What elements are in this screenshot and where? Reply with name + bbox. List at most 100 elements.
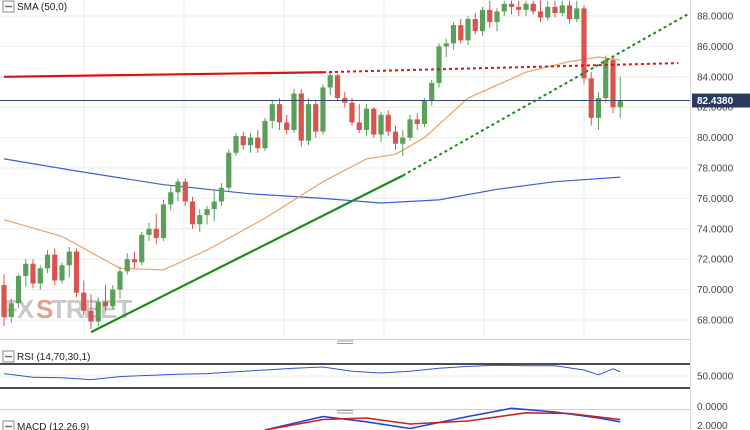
candle-body <box>559 5 565 13</box>
candle-body <box>588 78 594 118</box>
trendline <box>90 174 404 334</box>
candle <box>81 280 87 316</box>
candle-body <box>153 228 159 238</box>
candle <box>276 98 283 130</box>
macd-indicator-label: MACD (12,26,9) <box>17 422 89 430</box>
candle-body <box>110 289 116 307</box>
candle-body <box>81 292 87 311</box>
candle <box>15 274 22 308</box>
candle <box>472 12 478 35</box>
candle <box>479 6 486 36</box>
price-tick-label: 82.0000 <box>697 103 734 114</box>
candle-body <box>436 46 442 83</box>
candle-body <box>603 60 609 99</box>
candle <box>37 265 43 290</box>
rsi-levels <box>0 363 690 389</box>
candle-body <box>595 98 602 118</box>
candle <box>595 92 602 130</box>
candle <box>537 0 544 23</box>
candle-body <box>450 25 457 44</box>
candle-body <box>421 101 428 124</box>
price-tick-label: 80.0000 <box>697 133 734 144</box>
candle <box>371 107 377 138</box>
candle <box>175 178 181 202</box>
candle-body <box>349 102 355 123</box>
candle <box>189 196 196 229</box>
candle <box>414 113 420 130</box>
candle-body <box>501 3 507 12</box>
candle <box>218 183 225 206</box>
candle <box>8 298 14 324</box>
candle-body <box>247 137 254 146</box>
candle <box>168 186 174 211</box>
candle <box>443 38 449 58</box>
candle <box>588 72 594 126</box>
candle-body <box>284 122 290 130</box>
macd-path <box>264 407 621 430</box>
candle-body <box>160 204 167 238</box>
rsi-path <box>3 364 621 381</box>
candle <box>617 76 623 118</box>
macd-tick-label: 0.0000 <box>697 402 728 413</box>
candle-body <box>487 9 493 23</box>
rsi-panel-resize-handle[interactable] <box>0 339 690 344</box>
rsi-tick-label: 50.0000 <box>697 372 734 383</box>
sma-indicator-label: SMA (50,0) <box>17 2 67 13</box>
candle <box>313 101 319 138</box>
candle <box>305 98 312 146</box>
candle-body <box>334 75 341 99</box>
candle <box>349 98 355 126</box>
candle-body <box>131 259 138 263</box>
candle <box>298 88 304 147</box>
candle <box>523 0 529 16</box>
candle-body <box>23 263 29 276</box>
candle-body <box>15 275 22 304</box>
price-tick-label: 86.0000 <box>697 42 734 53</box>
candle-body <box>327 75 333 88</box>
macd-signal-path <box>264 412 621 430</box>
candle <box>131 251 138 269</box>
candle-body <box>298 93 304 141</box>
candle <box>392 125 399 150</box>
candle <box>407 114 413 141</box>
candle <box>400 130 406 156</box>
candle-body <box>262 120 268 149</box>
candle <box>284 114 290 135</box>
candle <box>117 266 123 299</box>
candle <box>233 133 239 156</box>
candle-body <box>52 254 58 281</box>
svg-text:S: S <box>36 294 53 324</box>
rsi-line <box>3 364 621 381</box>
macd-panel-resize-handle[interactable] <box>0 409 690 414</box>
candle <box>160 199 167 241</box>
candle <box>59 262 65 284</box>
price-tick-label: 70.0000 <box>697 285 734 296</box>
candle-body <box>255 137 261 149</box>
candle-body <box>1 285 7 317</box>
candle-body <box>494 11 500 23</box>
candle-body <box>204 209 210 216</box>
candle <box>66 247 72 278</box>
candle <box>269 99 275 129</box>
candle-body <box>479 9 486 32</box>
candle <box>88 294 94 330</box>
price-tick-label: 88.0000 <box>697 12 734 23</box>
candle-body <box>276 104 283 123</box>
macd-tick-label: 2.0000 <box>697 421 728 430</box>
price-axis-ticks: 68.0000 70.0000 72.0000 74.0000 76.0000 78.00… <box>697 12 734 327</box>
candle <box>262 117 268 152</box>
current-price-marker: 82.4380 <box>0 93 750 108</box>
candle <box>342 92 348 108</box>
candle-body <box>233 136 239 153</box>
candle <box>327 70 333 96</box>
candle-body <box>117 271 123 290</box>
sma50-line <box>3 56 621 271</box>
candle <box>581 5 587 85</box>
candle <box>436 43 442 88</box>
candle <box>487 0 493 29</box>
candle-body <box>305 104 312 141</box>
candle-body <box>443 43 449 47</box>
rsi-legend: RSI (14,70,30,1) <box>2 350 90 363</box>
candle-body <box>313 104 319 132</box>
